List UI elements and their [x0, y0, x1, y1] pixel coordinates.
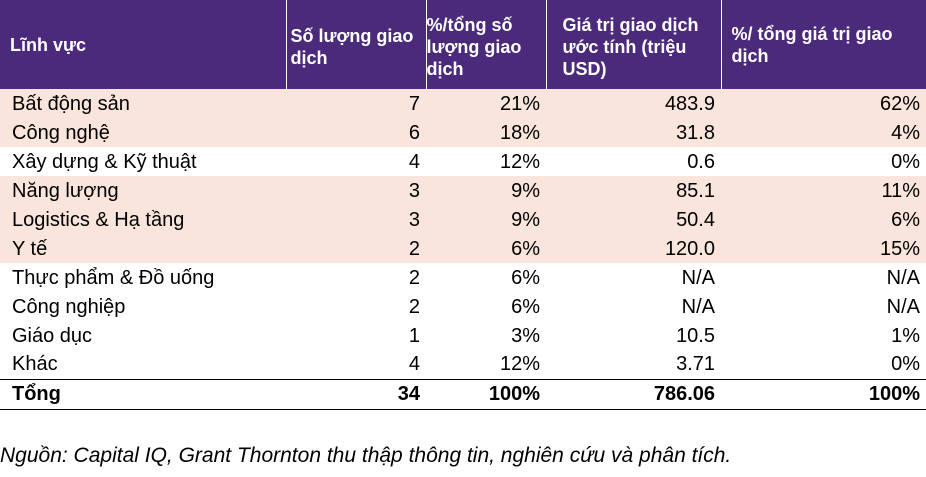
deal-count-share-cell: 12%: [499, 150, 540, 173]
deal-value-cell: N/A: [681, 295, 715, 318]
total-deal-value-share-cell: 100%: [721, 378, 926, 410]
table-row: Logistics & Hạ tầng 3 9% 50.4 6%: [0, 205, 926, 234]
deal-count-cell: 2: [408, 295, 420, 318]
total-deal-count-cell: 34: [286, 378, 426, 410]
deal-value-cell: 0.6: [687, 150, 715, 173]
deal-value-share-cell: N/A: [886, 266, 920, 289]
header-deal-value: Giá trị giao dịch ước tính (triệu USD): [546, 0, 722, 89]
deal-count-cell: 2: [408, 266, 420, 289]
sector-cell: Y tế: [12, 237, 48, 260]
sector-cell: Công nghiệp: [12, 295, 126, 318]
header-sector: Lĩnh vực: [0, 0, 287, 89]
header-deal-count: Số lượng giao dịch: [286, 0, 427, 89]
sector-cell: Công nghệ: [12, 121, 110, 144]
table-row: Năng lượng 3 9% 85.1 11%: [0, 176, 926, 205]
sector-cell: Năng lượng: [12, 179, 119, 202]
table-row: Công nghệ 6 18% 31.8 4%: [0, 118, 926, 147]
deal-count-share-cell: 9%: [511, 208, 540, 231]
deal-value-share-cell: 1%: [891, 324, 920, 347]
deal-value-cell: 483.9: [664, 92, 715, 115]
deal-count-share-cell: 9%: [511, 179, 540, 202]
deal-value-share-cell: 15%: [879, 237, 920, 260]
deal-value-share-cell: 0%: [891, 150, 920, 173]
deal-count-share-cell: 6%: [511, 266, 540, 289]
deals-by-sector-table: Lĩnh vực Số lượng giao dịch %/tổng số lư…: [0, 0, 926, 410]
header-deal-count-share: %/tổng số lượng giao dịch: [426, 0, 547, 89]
sector-cell: Khác: [12, 353, 58, 376]
deal-count-share-cell: 6%: [511, 237, 540, 260]
sector-cell: Logistics & Hạ tầng: [12, 208, 185, 231]
total-label-cell: Tổng: [0, 378, 286, 410]
header-deal-value-share: %/ tổng giá trị giao dịch: [731, 23, 893, 66]
deal-value-cell: 3.71: [676, 353, 715, 376]
deal-value-cell: 85.1: [676, 179, 715, 202]
deal-count-cell: 4: [408, 353, 420, 376]
deal-count-share-cell: 12%: [499, 353, 540, 376]
deal-value-cell: 120.0: [664, 237, 715, 260]
deal-value-share-cell: 0%: [891, 353, 920, 376]
deals-by-sector-table-container: Lĩnh vực Số lượng giao dịch %/tổng số lư…: [0, 0, 926, 410]
deal-value-share-cell: 62%: [879, 92, 920, 115]
table-header: Lĩnh vực Số lượng giao dịch %/tổng số lư…: [0, 0, 926, 89]
deal-value-cell: N/A: [681, 266, 715, 289]
source-note: Nguồn: Capital IQ, Grant Thornton thu th…: [0, 444, 732, 467]
deal-count-share-cell: 18%: [499, 121, 540, 144]
deal-value-cell: 50.4: [676, 208, 715, 231]
deal-count-cell: 7: [408, 92, 420, 115]
deal-value-share-cell: 11%: [881, 179, 920, 202]
total-deal-count-share-cell: 100%: [426, 378, 546, 410]
total-row: Tổng 34 100% 786.06 100%: [0, 378, 926, 410]
table-row: Thực phẩm & Đồ uống 2 6% N/A N/A: [0, 263, 926, 292]
deal-value-cell: 31.8: [676, 121, 715, 144]
deal-count-share-cell: 6%: [511, 295, 540, 318]
total-deal-value-cell: 786.06: [546, 378, 721, 410]
deal-count-share-cell: 21%: [499, 92, 540, 115]
sector-cell: Giáo dục: [12, 324, 93, 347]
table-body: Bất động sản 7 21% 483.9 62% Công nghệ 6…: [0, 89, 926, 410]
table-row: Xây dựng & Kỹ thuật 4 12% 0.6 0%: [0, 147, 926, 176]
deal-count-cell: 6: [408, 121, 420, 144]
table-row: Công nghiệp 2 6% N/A N/A: [0, 292, 926, 321]
deal-value-share-cell: N/A: [886, 295, 920, 318]
deal-value-share-cell: 6%: [891, 208, 920, 231]
table-row: Bất động sản 7 21% 483.9 62%: [0, 89, 926, 118]
deal-count-share-cell: 3%: [511, 324, 540, 347]
table-row: Khác 4 12% 3.71 0%: [0, 350, 926, 379]
deal-count-cell: 1: [408, 324, 420, 347]
sector-cell: Xây dựng & Kỹ thuật: [12, 150, 197, 173]
deal-value-cell: 10.5: [676, 324, 715, 347]
sector-cell: Thực phẩm & Đồ uống: [12, 266, 215, 289]
sector-cell: Bất động sản: [12, 92, 130, 115]
deal-count-cell: 3: [408, 208, 420, 231]
deal-count-cell: 4: [408, 150, 420, 173]
deal-count-cell: 2: [408, 237, 420, 260]
deal-value-share-cell: 4%: [891, 121, 920, 144]
header-row: Lĩnh vực Số lượng giao dịch %/tổng số lư…: [0, 0, 926, 89]
table-row: Giáo dục 1 3% 10.5 1%: [0, 321, 926, 350]
deal-count-cell: 3: [408, 179, 420, 202]
table-row: Y tế 2 6% 120.0 15%: [0, 234, 926, 263]
